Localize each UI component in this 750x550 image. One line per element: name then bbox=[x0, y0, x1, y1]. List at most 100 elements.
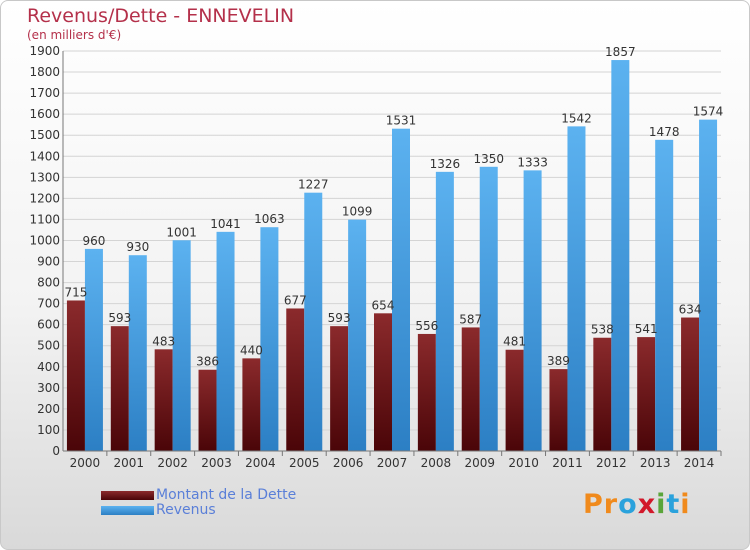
bar-revenus bbox=[84, 248, 103, 451]
data-label: 593 bbox=[108, 311, 131, 325]
data-label: 654 bbox=[372, 298, 395, 312]
data-label: 538 bbox=[591, 323, 614, 337]
data-label: 1227 bbox=[298, 178, 329, 192]
x-tick-label: 2003 bbox=[201, 456, 232, 470]
x-tick-label: 2006 bbox=[333, 456, 364, 470]
data-label: 1326 bbox=[430, 157, 461, 171]
y-tick-label: 1200 bbox=[29, 191, 60, 205]
bar-revenus bbox=[567, 126, 586, 452]
legend-swatch-dette bbox=[101, 490, 154, 500]
logo-letter: i bbox=[656, 489, 667, 520]
bar-revenus bbox=[304, 192, 323, 451]
data-label: 1099 bbox=[342, 205, 373, 219]
y-tick-label: 1600 bbox=[29, 107, 60, 121]
legend-label-dette: Montant de la Dette bbox=[156, 487, 297, 503]
x-tick-label: 2013 bbox=[640, 456, 671, 470]
chart-title: Revenus/Dette - ENNEVELIN bbox=[27, 5, 295, 27]
data-label: 1857 bbox=[605, 45, 636, 59]
y-tick-label: 600 bbox=[37, 318, 60, 332]
bar-dette bbox=[198, 369, 217, 451]
y-tick-label: 500 bbox=[37, 339, 60, 353]
x-tick-label: 2005 bbox=[289, 456, 320, 470]
data-label: 1001 bbox=[166, 225, 197, 239]
bar-revenus bbox=[128, 255, 147, 451]
y-tick-label: 0 bbox=[52, 444, 60, 458]
bar-revenus bbox=[172, 240, 191, 451]
y-tick-label: 1700 bbox=[29, 86, 60, 100]
logo-letter: i bbox=[680, 489, 691, 520]
bar-revenus bbox=[523, 170, 542, 452]
bar-revenus bbox=[479, 166, 498, 451]
data-label: 587 bbox=[459, 312, 482, 326]
axes: 0 100 200 300 400 500 600 700 800 900 1000 1100 1200… bbox=[29, 44, 722, 470]
legend-label-revenus: Revenus bbox=[156, 502, 216, 518]
data-labels: 715 960 593 930 483 1001 386 1041 440 1063 677 1227… bbox=[64, 45, 723, 369]
bar-dette bbox=[374, 313, 392, 451]
y-tick-label: 100 bbox=[37, 423, 60, 437]
data-label: 1542 bbox=[561, 111, 592, 125]
x-tick-label: 2008 bbox=[421, 456, 452, 470]
bar-revenus bbox=[611, 60, 630, 451]
x-tick-label: 2010 bbox=[508, 456, 539, 470]
y-tick-label: 1500 bbox=[29, 128, 60, 142]
bars bbox=[66, 60, 718, 452]
data-label: 389 bbox=[547, 354, 570, 368]
bar-dette bbox=[242, 358, 261, 451]
data-label: 556 bbox=[415, 319, 438, 333]
x-tick-label: 2009 bbox=[464, 456, 495, 470]
x-tick-label: 2004 bbox=[245, 456, 276, 470]
bar-dette bbox=[637, 337, 656, 451]
data-label: 1333 bbox=[517, 155, 548, 169]
data-label: 715 bbox=[64, 285, 87, 299]
legend-item-revenus: Revenus bbox=[101, 502, 216, 518]
bar-dette bbox=[110, 326, 129, 451]
bar-revenus bbox=[260, 227, 279, 451]
data-label: 1478 bbox=[649, 125, 680, 139]
logo-letter: P bbox=[583, 489, 604, 520]
x-tick-label: 2014 bbox=[684, 456, 715, 470]
legend-item-dette: Montant de la Dette bbox=[101, 487, 296, 503]
data-label: 1350 bbox=[473, 152, 504, 166]
bar-revenus bbox=[348, 219, 367, 451]
bar-revenus bbox=[216, 231, 235, 451]
bar-revenus bbox=[699, 119, 718, 451]
data-label: 481 bbox=[503, 335, 526, 349]
logo-letter: x bbox=[637, 489, 657, 520]
bar-dette bbox=[461, 327, 480, 451]
data-label: 541 bbox=[635, 322, 658, 336]
y-tick-label: 300 bbox=[37, 381, 60, 395]
bar-dette bbox=[286, 308, 305, 451]
bar-dette bbox=[154, 349, 173, 451]
y-tick-label: 800 bbox=[37, 276, 60, 290]
logo-letter: o bbox=[618, 489, 638, 520]
data-label: 634 bbox=[679, 303, 702, 317]
y-tick-label: 700 bbox=[37, 297, 60, 311]
y-tick-label: 1800 bbox=[29, 65, 60, 79]
x-tick-label: 2007 bbox=[377, 456, 408, 470]
x-tick-label: 2002 bbox=[157, 456, 188, 470]
data-label: 1063 bbox=[254, 212, 285, 226]
x-tick-label: 2011 bbox=[552, 456, 583, 470]
data-label: 593 bbox=[328, 311, 351, 325]
y-tick-label: 1100 bbox=[29, 212, 60, 226]
bar-dette bbox=[593, 337, 612, 451]
bar-dette bbox=[417, 333, 436, 451]
x-tick-label: 2001 bbox=[114, 456, 145, 470]
data-label: 1041 bbox=[210, 217, 241, 231]
bar-revenus bbox=[435, 171, 454, 451]
bar-dette bbox=[681, 317, 700, 451]
data-label: 1574 bbox=[693, 105, 724, 119]
logo-letter: t bbox=[666, 489, 681, 520]
bar-dette bbox=[549, 369, 568, 451]
y-tick-label: 1900 bbox=[29, 44, 60, 58]
data-label: 930 bbox=[126, 240, 149, 254]
bar-dette bbox=[505, 349, 524, 451]
bar-revenus bbox=[392, 128, 410, 451]
data-label: 483 bbox=[152, 334, 175, 348]
bar-dette bbox=[66, 300, 85, 451]
data-label: 677 bbox=[284, 293, 307, 307]
x-tick-label: 2012 bbox=[596, 456, 627, 470]
y-tick-label: 1000 bbox=[29, 233, 60, 247]
